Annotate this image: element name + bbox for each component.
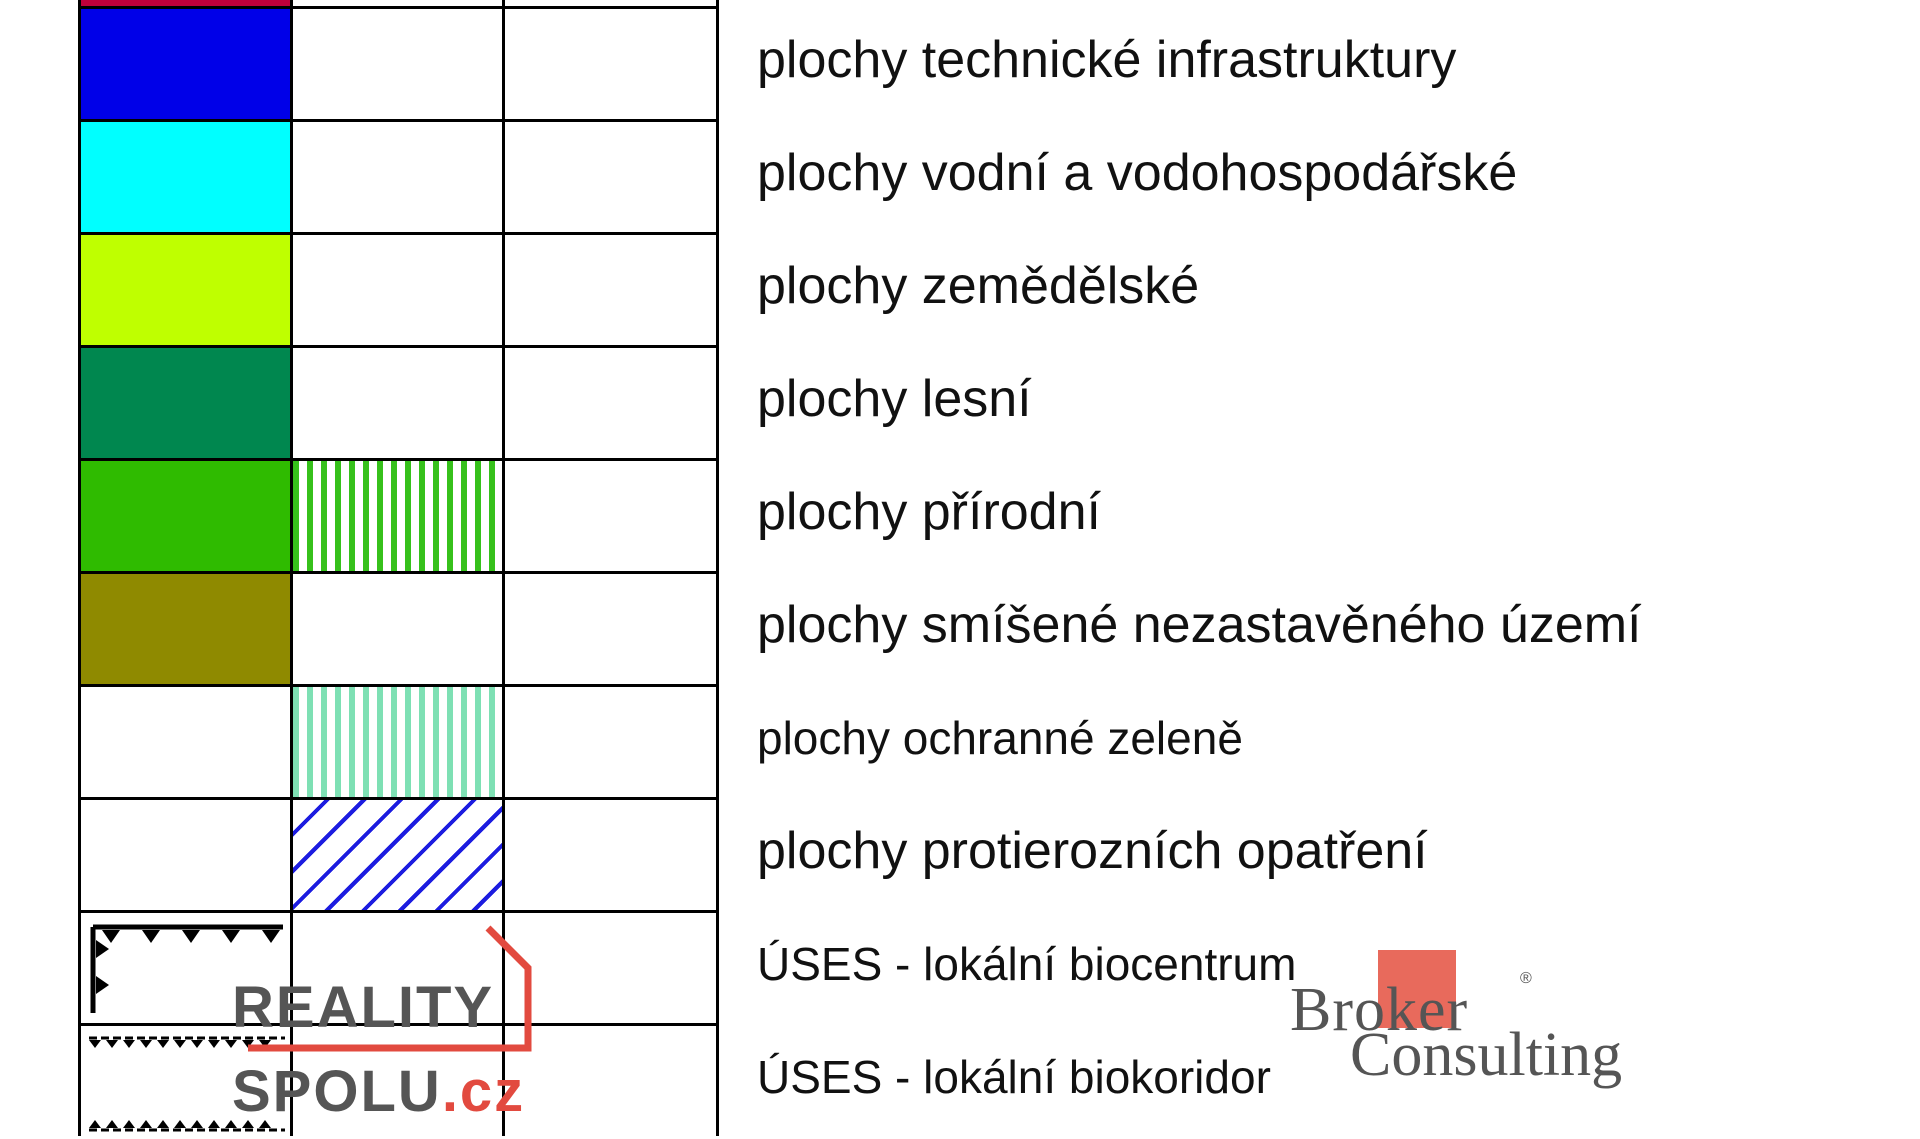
legend-label: plochy přírodní (757, 483, 1101, 541)
legend-color-swatch (78, 345, 292, 458)
legend-row (78, 571, 719, 684)
legend-empty-cell (502, 345, 719, 458)
watermark-spolu-text: SPOLU.cz (232, 1059, 526, 1124)
legend-empty-cell (502, 232, 719, 345)
legend-label: plochy ochranné zeleně (757, 712, 1243, 764)
legend-row (78, 458, 719, 571)
cut-off-row-strip (78, 0, 719, 6)
legend-color-swatch (78, 6, 292, 119)
legend-row (78, 1023, 719, 1136)
legend-row (78, 684, 719, 797)
legend-row (78, 797, 719, 910)
legend-pattern-swatch (290, 797, 504, 910)
house-outline-icon (248, 925, 532, 1052)
legend-empty-cell (502, 1023, 719, 1136)
legend-empty-cell (502, 6, 719, 119)
legend-pattern-swatch (290, 345, 504, 458)
legend-empty-cell (502, 684, 719, 797)
legend-row (78, 345, 719, 458)
legend-pattern-swatch (290, 684, 504, 797)
legend-pattern-swatch (290, 458, 504, 571)
biokoridor-symbol-icon (89, 1036, 285, 1132)
broker-logo-square (1378, 950, 1456, 1028)
legend-row (78, 910, 719, 1023)
legend-empty-cell (502, 571, 719, 684)
legend-pattern-swatch (290, 232, 504, 345)
legend-label: plochy vodní a vodohospodářské (757, 144, 1518, 202)
watermark-tld-text: .cz (441, 1059, 526, 1124)
legend-label: plochy smíšené nezastavěného území (757, 596, 1642, 654)
broker-consulting-watermark: Broker Consulting ® (1290, 950, 1710, 1110)
legend-color-swatch (78, 232, 292, 345)
legend-label: ÚSES - lokální biocentrum (757, 938, 1297, 990)
reality-spolu-watermark: REALITY SPOLU.cz (232, 920, 552, 1124)
legend-color-swatch (78, 797, 292, 910)
legend-pattern-swatch (290, 6, 504, 119)
legend-label: ÚSES - lokální biokoridor (757, 1051, 1271, 1103)
legend-empty-cell (502, 910, 719, 1023)
legend-color-swatch (78, 684, 292, 797)
watermark-broker-text: Broker (1290, 976, 1469, 1044)
legend-label: plochy lesní (757, 370, 1032, 428)
legend-color-swatch (78, 571, 292, 684)
watermark-consulting-text: Consulting (1350, 1021, 1623, 1089)
legend-color-swatch (78, 910, 292, 1023)
legend-pattern-swatch (290, 571, 504, 684)
legend-pattern-swatch (290, 119, 504, 232)
legend-label: plochy technické infrastruktury (757, 31, 1457, 89)
legend-color-swatch (78, 458, 292, 571)
legend-empty-cell (502, 797, 719, 910)
legend-label: plochy zemědělské (757, 257, 1200, 315)
legend-pattern-swatch (290, 1023, 504, 1136)
legend-row (78, 6, 719, 119)
legend-color-swatch (78, 119, 292, 232)
biocentrum-symbol-icon (90, 924, 283, 1013)
watermark-reality-text: REALITY (232, 975, 495, 1040)
legend-empty-cell (502, 458, 719, 571)
legend-pattern-swatch (290, 910, 504, 1023)
legend-row (78, 119, 719, 232)
legend-empty-cell (502, 119, 719, 232)
legend-grid (78, 0, 719, 1139)
legend-color-swatch (78, 1023, 292, 1136)
registered-mark: ® (1520, 970, 1532, 987)
legend-label: plochy protierozních opatření (757, 822, 1428, 880)
legend-row (78, 232, 719, 345)
